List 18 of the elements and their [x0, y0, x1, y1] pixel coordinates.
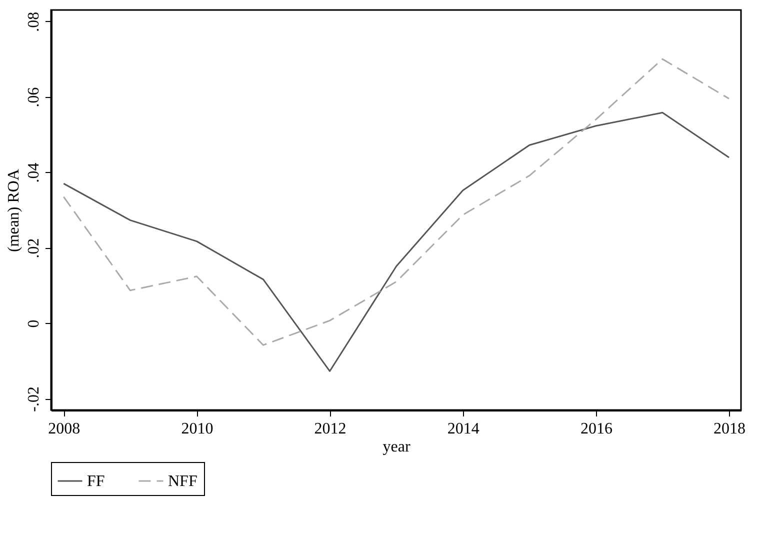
line-series: [62, 58, 730, 346]
y-tick-label: .02: [26, 238, 42, 258]
line-series: [62, 112, 730, 372]
y-tick-label: .08: [26, 12, 42, 32]
legend-label: NFF: [168, 473, 198, 490]
x-tick-label: 2016: [580, 420, 612, 438]
x-tick-label: 2010: [181, 420, 214, 438]
x-axis-title: year: [382, 438, 411, 456]
x-tick-label: 2008: [48, 420, 80, 438]
x-tick-label: 2012: [314, 420, 346, 438]
y-tick-label: .04: [26, 162, 42, 183]
y-tick-label: .06: [26, 87, 42, 108]
x-tick-label: 2018: [714, 420, 746, 438]
y-tick-label: -.02: [26, 386, 42, 412]
legend-label: FF: [87, 473, 105, 490]
y-tick-label: 0: [26, 320, 42, 328]
y-axis-title: (mean) ROA: [6, 168, 22, 252]
x-tick-label: 2014: [447, 420, 480, 438]
